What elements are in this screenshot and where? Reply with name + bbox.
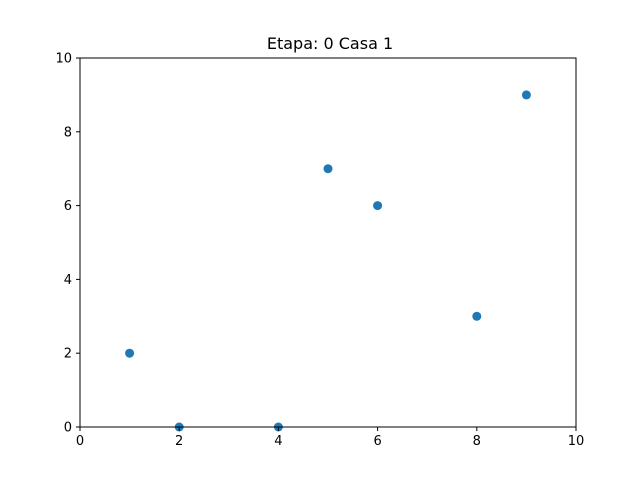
- plot-area-frame: [79, 57, 577, 428]
- x-tick-label: 2: [175, 434, 183, 449]
- data-point: [323, 164, 333, 174]
- y-tick-label: 6: [64, 199, 72, 214]
- points-layer: [125, 90, 531, 432]
- x-tick-label: 0: [76, 434, 84, 449]
- y-tick-label: 4: [64, 273, 72, 288]
- y-tick-label: 10: [55, 52, 72, 67]
- ticks-layer: 0 2 4 6 8 10 0 2 4 6 8 10: [55, 52, 584, 450]
- x-tick-label: 8: [473, 434, 481, 449]
- y-tick-label: 8: [64, 125, 72, 140]
- x-tick-label: 10: [568, 434, 585, 449]
- data-point: [521, 90, 531, 100]
- chart-title: Etapa: 0 Casa 1: [267, 34, 393, 53]
- x-tick-label: 6: [373, 434, 381, 449]
- y-tick-label: 2: [64, 347, 72, 362]
- y-tick-label: 0: [64, 421, 72, 436]
- data-point: [472, 311, 482, 321]
- x-tick-label: 4: [274, 434, 282, 449]
- data-point: [125, 348, 135, 358]
- data-point: [373, 201, 383, 211]
